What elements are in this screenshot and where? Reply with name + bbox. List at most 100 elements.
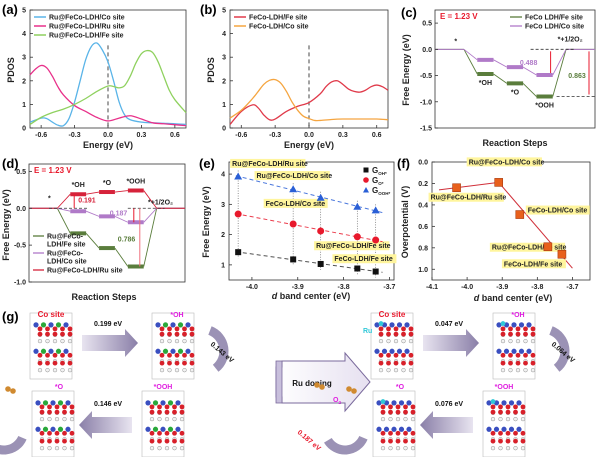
- panel-label-d: (d): [2, 156, 19, 171]
- hydrogen-atom: [513, 446, 518, 451]
- oxygen-atom: [401, 352, 406, 358]
- oxygen-atom: [167, 352, 172, 358]
- panel-label-b: (b): [200, 2, 217, 17]
- oxygen-atom: [37, 352, 43, 358]
- oxygen-atom: [520, 404, 526, 410]
- hydrogen-atom: [179, 446, 185, 451]
- oxygen-atom: [67, 331, 73, 337]
- plot-frame: [28, 163, 186, 283]
- oxygen-atom: [189, 331, 195, 337]
- oxygen-atom: [189, 352, 195, 358]
- oxygen-atom: [157, 438, 162, 444]
- metal-atom: [167, 400, 174, 406]
- step-label: *+1/2O₂: [148, 199, 173, 206]
- metal-atom: [389, 348, 395, 354]
- hydrogen-atom: [388, 417, 393, 422]
- oxygen-atom: [505, 430, 511, 436]
- oxygen-atom: [523, 326, 528, 332]
- hydrogen-atom: [508, 339, 513, 344]
- oxygen-atom: [174, 352, 180, 358]
- site-label: Ru@FeCo-LDH/Co site: [469, 159, 545, 166]
- hydrogen-atom: [410, 417, 416, 422]
- oxygen-atom: [157, 430, 162, 436]
- slab-cell: [29, 312, 73, 380]
- metal-atom: [55, 322, 62, 328]
- oxygen-atom: [39, 438, 45, 444]
- y-tick-label: 3: [222, 55, 226, 62]
- x-axis-label: d band center (eV): [474, 293, 553, 303]
- site-label: FeCo-LDH/Co site: [528, 208, 588, 215]
- data-point-triangle: [234, 172, 243, 180]
- metal-atom: [155, 322, 161, 328]
- x-tick-label: -3.9: [496, 284, 508, 291]
- data-point-square: [354, 265, 361, 272]
- data-point-circle: [353, 233, 361, 241]
- hydrogen-atom: [490, 417, 496, 422]
- oxygen-atom: [378, 331, 384, 337]
- x-tick-labels: -4.1 -4.0 -3.9 -3.8 -3.7: [426, 277, 579, 291]
- metal-atom: [152, 400, 159, 406]
- step-label: *OOH: [126, 179, 145, 186]
- intermediate-label: *O: [55, 384, 64, 391]
- hydrogen-atom: [189, 339, 195, 344]
- oxygen-atom: [179, 409, 185, 415]
- oxygen-atom: [45, 360, 50, 366]
- x-axis-label: d band center (eV): [272, 291, 351, 301]
- oxygen-atom: [380, 409, 386, 415]
- legend-entry: FeCo LDH/Co site: [525, 24, 584, 31]
- oxygen-atom: [505, 409, 511, 415]
- o2-atom: [5, 386, 11, 392]
- o2-atom: [346, 386, 352, 392]
- pdos-plot-area: [29, 42, 187, 128]
- intermediate-label: *OH: [170, 312, 183, 319]
- energy-connector: [57, 207, 71, 212]
- oxygen-atom: [54, 438, 60, 444]
- hydrogen-atom: [498, 446, 503, 451]
- hydrogen-atom: [182, 339, 187, 344]
- data-point-square: [317, 260, 324, 267]
- data-point-square: [452, 183, 461, 193]
- metal-atom: [170, 322, 176, 328]
- oxygen-atom: [182, 352, 187, 358]
- metal-atom: [486, 426, 492, 432]
- oxygen-atom: [380, 430, 386, 436]
- pdos-plot-area: [229, 45, 389, 128]
- potential-label: E = 1.23 V: [440, 12, 478, 21]
- hydrogen-atom: [393, 339, 399, 344]
- oxygen-atom: [378, 326, 384, 332]
- metal-atom: [40, 322, 47, 328]
- oxygen-atom: [513, 409, 518, 415]
- x-tick-label: -3.8: [338, 284, 350, 291]
- oxygen-atom: [410, 409, 416, 415]
- x-tick-label: 0.6: [170, 132, 180, 139]
- oxygen-atom: [498, 438, 503, 444]
- hydrogen-atom: [54, 417, 60, 422]
- hydrogen-atom: [149, 446, 155, 451]
- oxygen-atom: [60, 352, 65, 358]
- legend-entry: Ru@FeCo-LDH/Fe site: [49, 33, 124, 40]
- metal-atom: [160, 400, 166, 406]
- hydrogen-atom: [54, 446, 60, 451]
- y-tick-label: 0: [22, 126, 26, 133]
- site-label: Ru@FeCo-LDH/Fe site: [492, 245, 567, 252]
- oxygen-atom: [490, 409, 496, 415]
- oh-intermediate-structure: [151, 312, 195, 380]
- y-tick-label: 2: [22, 78, 26, 85]
- y-tick-labels: -1.5 -1.0 -0.5 0.0 0.5: [420, 21, 438, 133]
- y-tick-label: -1.0: [14, 280, 26, 287]
- hydrogen-atom: [378, 339, 384, 344]
- oxygen-atom: [403, 430, 408, 436]
- metal-atom: [42, 400, 49, 406]
- oxygen-atom: [172, 404, 177, 410]
- data-point-square: [515, 210, 525, 219]
- step-arrow-2: [208, 326, 229, 372]
- oxygen-atom: [167, 331, 172, 337]
- x-tick-label: 0.6: [372, 132, 382, 139]
- slab-cell: [372, 390, 416, 457]
- y-tick-label: 1: [22, 102, 26, 109]
- hydrogen-atom: [378, 368, 384, 373]
- energy-connector: [493, 73, 508, 84]
- y-tick-labels: 0 1 2 3 4 5: [222, 8, 233, 133]
